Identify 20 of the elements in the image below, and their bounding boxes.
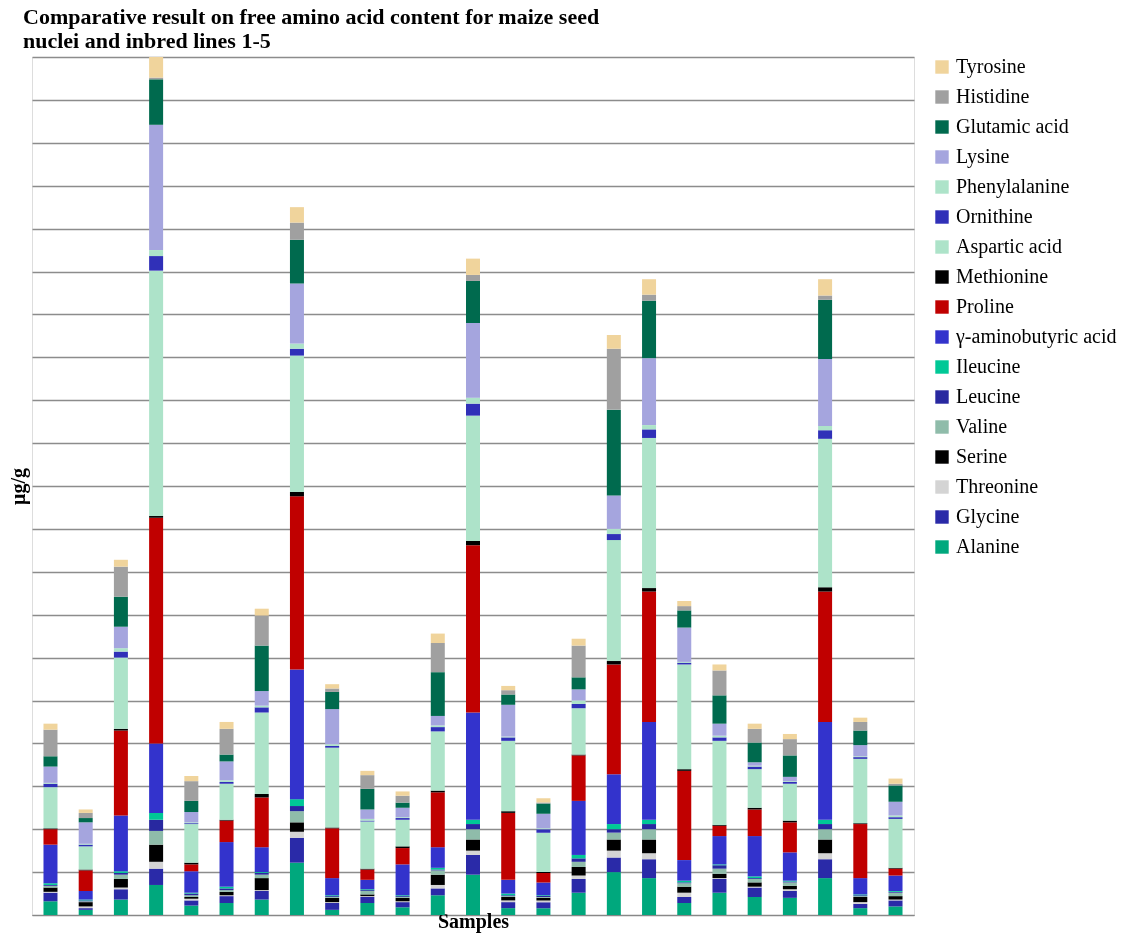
legend-label: Threonine bbox=[956, 475, 1039, 497]
legend-label: Glutamic acid bbox=[956, 115, 1069, 137]
legend-label: Lysine bbox=[956, 145, 1010, 168]
legend-label: Ileucine bbox=[956, 355, 1021, 377]
legend-label: Tyrosine bbox=[956, 55, 1026, 78]
legend-label: Proline bbox=[956, 295, 1014, 317]
y-axis-title: μg/g bbox=[6, 468, 30, 505]
legend-label: Histidine bbox=[956, 85, 1030, 107]
legend-label: Ornithine bbox=[956, 205, 1033, 227]
legend-label: Methionine bbox=[956, 265, 1049, 287]
legend-label: Aspartic acid bbox=[956, 235, 1063, 258]
legend-label: Phenylalanine bbox=[956, 175, 1070, 198]
legend-label: Valine bbox=[956, 415, 1008, 437]
legend-label: Glycine bbox=[956, 505, 1020, 528]
legend-label: Serine bbox=[956, 445, 1008, 467]
legend-label: Leucine bbox=[956, 385, 1021, 407]
legend-label: γ-aminobutyric acid bbox=[955, 325, 1117, 348]
chart-title: Comparative result on free amino acid content for maize seed nuclei and inbred lines 1-5 bbox=[23, 4, 600, 53]
x-axis-title: Samples bbox=[437, 909, 510, 933]
legend-label: Alanine bbox=[956, 535, 1020, 557]
